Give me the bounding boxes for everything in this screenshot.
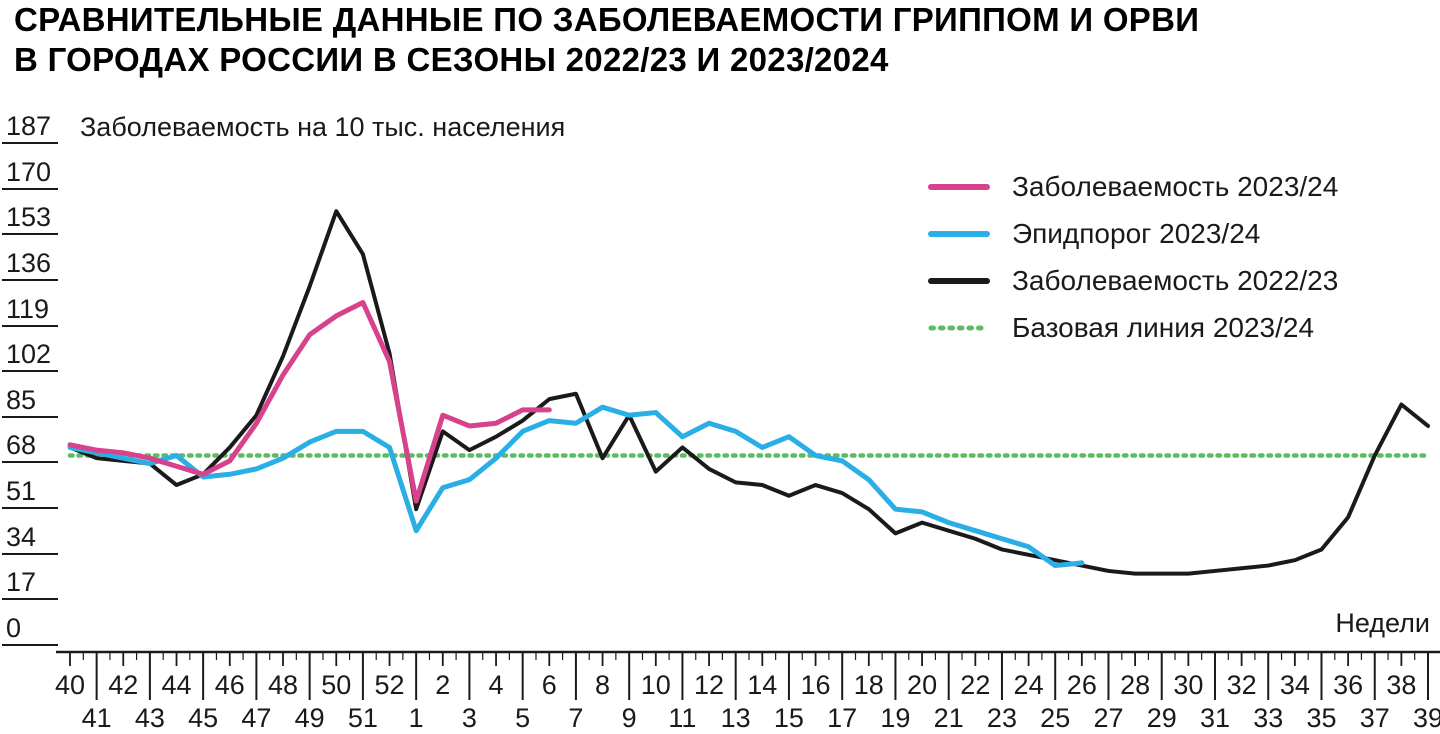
page-title-line-2: В ГОРОДАХ РОССИИ В СЕЗОНЫ 2022/23 И 2023… bbox=[14, 41, 889, 78]
x-tick-label: 8 bbox=[595, 670, 611, 700]
page-title: СРАВНИТЕЛЬНЫЕ ДАННЫЕ ПО ЗАБОЛЕВАЕМОСТИ Г… bbox=[14, 0, 1199, 80]
x-tick-label: 32 bbox=[1226, 670, 1257, 700]
y-tick-label: 187 bbox=[2, 111, 58, 144]
y-tick-label: 85 bbox=[2, 385, 58, 418]
y-tick-label: 119 bbox=[2, 294, 58, 327]
x-tick-label: 38 bbox=[1386, 670, 1417, 700]
x-tick-label: 6 bbox=[541, 670, 557, 700]
y-tick-label: 0 bbox=[2, 613, 58, 646]
x-tick-label: 45 bbox=[188, 703, 219, 733]
x-tick-label: 52 bbox=[374, 670, 405, 700]
x-tick-label: 43 bbox=[134, 703, 165, 733]
x-tick-label: 3 bbox=[461, 703, 477, 733]
x-tick-label: 13 bbox=[720, 703, 751, 733]
legend-item: Базовая линия 2023/24 bbox=[928, 304, 1338, 351]
legend: Заболеваемость 2023/24 Эпидпорог 2023/24 З… bbox=[928, 163, 1338, 351]
x-axis-title: Недели bbox=[1335, 608, 1430, 638]
series-line bbox=[68, 209, 1430, 576]
x-tick-label: 34 bbox=[1279, 670, 1310, 700]
x-tick-label: 44 bbox=[161, 670, 192, 700]
x-tick-label: 7 bbox=[568, 703, 584, 733]
legend-swatch-line-icon bbox=[928, 230, 990, 237]
legend-item: Заболеваемость 2023/24 bbox=[928, 163, 1338, 210]
x-tick-label: 39 bbox=[1412, 703, 1440, 733]
x-tick-label: 49 bbox=[294, 703, 325, 733]
legend-label: Базовая линия 2023/24 bbox=[1012, 311, 1315, 343]
x-tick-label: 30 bbox=[1173, 670, 1204, 700]
x-tick-label: 11 bbox=[668, 703, 697, 733]
x-tick-label: 37 bbox=[1359, 703, 1390, 733]
x-tick-label: 18 bbox=[853, 670, 884, 700]
x-tick-label: 33 bbox=[1253, 703, 1284, 733]
x-tick-label: 22 bbox=[960, 670, 991, 700]
y-tick-label: 68 bbox=[2, 430, 58, 464]
x-tick-label: 4 bbox=[488, 670, 504, 700]
x-tick-label: 25 bbox=[1040, 703, 1071, 733]
y-tick-label: 17 bbox=[2, 567, 58, 601]
x-tick-label: 40 bbox=[54, 670, 86, 700]
x-tick-label: 17 bbox=[827, 703, 858, 733]
y-tick-label: 136 bbox=[2, 248, 58, 281]
legend-swatch-line-icon bbox=[928, 277, 990, 284]
x-tick-label: 27 bbox=[1093, 703, 1124, 733]
x-tick-label: 14 bbox=[747, 670, 778, 700]
page-title-line-1: СРАВНИТЕЛЬНЫЕ ДАННЫЕ ПО ЗАБОЛЕВАЕМОСТИ Г… bbox=[14, 1, 1200, 38]
legend-label: Заболеваемость 2023/24 bbox=[1012, 170, 1339, 202]
legend-label: Заболеваемость 2022/23 bbox=[1012, 264, 1339, 296]
x-tick-label: 28 bbox=[1120, 670, 1151, 700]
legend-label: Эпидпорог 2023/24 bbox=[1012, 217, 1261, 249]
x-tick-label: 36 bbox=[1333, 670, 1364, 700]
x-tick-label: 50 bbox=[321, 670, 352, 700]
legend-item: Эпидпорог 2023/24 bbox=[928, 210, 1338, 257]
x-tick-label: 2 bbox=[435, 670, 451, 700]
y-tick-label: 170 bbox=[2, 157, 58, 190]
y-axis-caption: Заболеваемость на 10 тыс. населения bbox=[80, 112, 566, 142]
x-tick-label: 26 bbox=[1066, 670, 1097, 700]
legend-item: Заболеваемость 2022/23 bbox=[928, 257, 1338, 304]
x-tick-label: 23 bbox=[986, 703, 1017, 733]
x-tick-label: 31 bbox=[1199, 703, 1230, 733]
x-tick-label: 15 bbox=[773, 703, 804, 733]
x-tick-label: 19 bbox=[880, 703, 911, 733]
y-tick-label: 153 bbox=[2, 202, 58, 236]
x-tick-label: 1 bbox=[408, 703, 424, 733]
x-tick-label: 5 bbox=[515, 703, 531, 733]
series-line bbox=[67, 404, 1085, 569]
x-tick-label: 42 bbox=[108, 670, 139, 700]
x-tick-label: 21 bbox=[933, 703, 964, 733]
x-tick-label: 46 bbox=[214, 670, 245, 700]
x-tick-label: 48 bbox=[267, 670, 299, 700]
x-tick-label: 20 bbox=[907, 670, 938, 700]
x-tick-label: 51 bbox=[347, 703, 378, 733]
x-tick-label: 10 bbox=[640, 670, 671, 700]
x-tick-label: 35 bbox=[1306, 703, 1337, 733]
x-tick-label: 47 bbox=[241, 703, 272, 733]
x-tick-label: 16 bbox=[800, 670, 831, 700]
legend-swatch-line-icon bbox=[928, 325, 990, 330]
x-tick-label: 9 bbox=[621, 703, 637, 733]
x-tick-label: 24 bbox=[1013, 670, 1044, 700]
x-tick-label: 29 bbox=[1146, 703, 1177, 733]
y-tick-label: 34 bbox=[2, 522, 58, 555]
y-tick-label: 102 bbox=[2, 339, 58, 373]
x-tick-label: 41 bbox=[81, 703, 112, 733]
x-tick-label: 12 bbox=[694, 670, 725, 700]
y-tick-label: 51 bbox=[2, 476, 58, 510]
legend-swatch-line-icon bbox=[928, 183, 990, 190]
series-line bbox=[67, 299, 552, 504]
